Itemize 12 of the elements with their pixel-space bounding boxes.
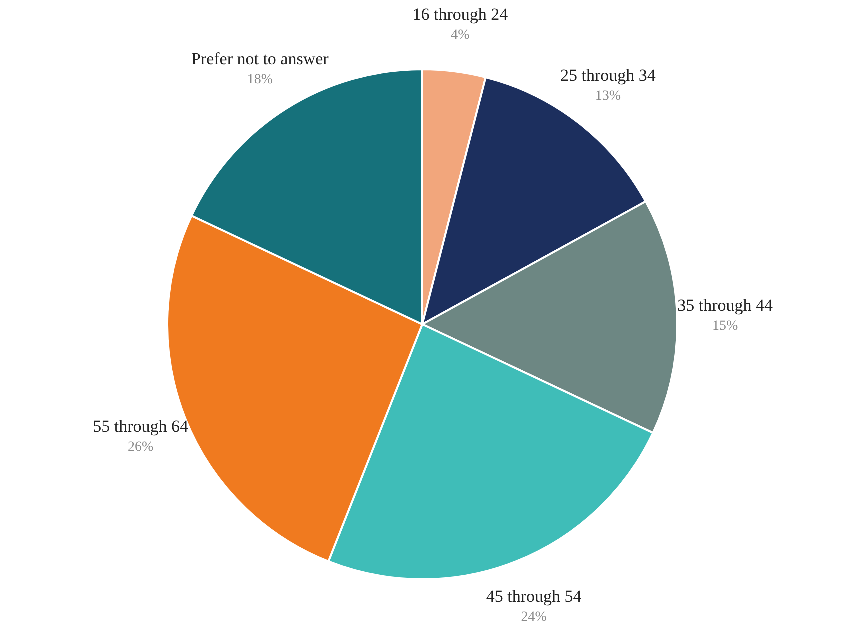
slice-label: 35 through 44 xyxy=(678,296,774,315)
data-label: 26% xyxy=(128,440,154,456)
data-label: 4% xyxy=(451,28,470,43)
data-label: 15% xyxy=(712,318,739,334)
data-label: 13% xyxy=(595,89,622,104)
slice-label: 25 through 34 xyxy=(560,66,656,86)
slice-label: Prefer not to answer xyxy=(191,50,330,69)
data-label: 24% xyxy=(521,610,548,623)
slice-label: 55 through 64 xyxy=(93,417,189,436)
slice-label: 16 through 24 xyxy=(412,4,509,24)
slice-label: 45 through 54 xyxy=(486,587,582,606)
data-label: 18% xyxy=(247,72,274,88)
